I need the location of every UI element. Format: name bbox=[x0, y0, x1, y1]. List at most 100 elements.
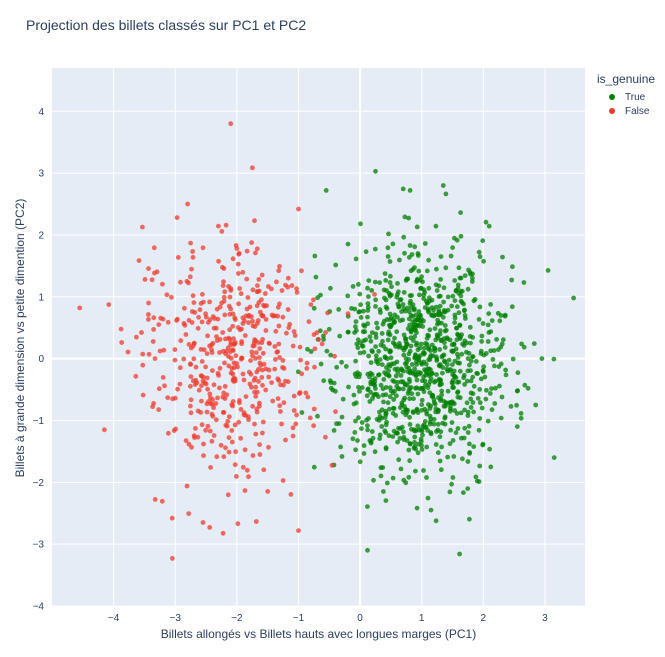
data-point-true bbox=[383, 498, 389, 503]
data-point-false bbox=[196, 387, 202, 393]
data-point-false bbox=[285, 275, 291, 281]
data-point-false bbox=[242, 333, 248, 338]
data-point-true bbox=[496, 347, 501, 352]
data-point-false bbox=[152, 356, 158, 361]
data-point-true bbox=[398, 466, 404, 472]
data-point-true bbox=[392, 335, 397, 341]
data-point-true bbox=[365, 427, 370, 433]
data-point-true bbox=[345, 329, 351, 335]
data-point-true bbox=[387, 259, 393, 264]
data-point-true bbox=[459, 351, 465, 357]
data-point-false bbox=[184, 483, 190, 489]
data-point-false bbox=[280, 365, 285, 370]
data-point-true bbox=[381, 287, 387, 293]
data-point-false bbox=[223, 222, 229, 228]
data-point-true bbox=[432, 401, 438, 407]
data-point-false bbox=[188, 240, 194, 246]
data-point-true bbox=[465, 286, 471, 292]
data-point-true bbox=[458, 233, 464, 239]
data-point-false bbox=[257, 355, 262, 360]
data-point-true bbox=[331, 428, 337, 433]
data-point-true bbox=[352, 430, 358, 435]
data-point-true bbox=[467, 441, 472, 447]
data-point-true bbox=[457, 395, 463, 401]
data-point-true bbox=[372, 449, 378, 455]
data-point-true bbox=[415, 251, 421, 256]
data-point-false bbox=[252, 375, 258, 381]
data-point-false bbox=[175, 255, 181, 260]
data-point-true bbox=[463, 316, 468, 321]
data-point-true bbox=[407, 414, 412, 420]
data-point-true bbox=[333, 262, 339, 268]
data-point-true bbox=[377, 436, 383, 441]
data-point-true bbox=[412, 334, 418, 339]
data-point-false bbox=[156, 322, 162, 327]
data-point-false bbox=[266, 374, 272, 380]
y-tick-label: −2 bbox=[33, 478, 45, 489]
data-point-false bbox=[296, 528, 301, 533]
data-point-false bbox=[233, 353, 239, 359]
data-point-true bbox=[415, 317, 420, 322]
data-point-true bbox=[457, 551, 462, 557]
data-point-false bbox=[299, 268, 304, 274]
data-point-false bbox=[272, 344, 278, 349]
data-point-true bbox=[313, 274, 319, 280]
data-point-false bbox=[207, 343, 213, 349]
data-point-false bbox=[294, 286, 299, 292]
data-point-true bbox=[350, 436, 356, 442]
data-point-true bbox=[465, 486, 471, 491]
data-point-false bbox=[220, 530, 226, 536]
data-point-true bbox=[338, 444, 343, 450]
data-point-false bbox=[227, 311, 233, 317]
y-tick-label: −1 bbox=[33, 416, 45, 427]
data-point-true bbox=[476, 317, 482, 322]
data-point-true bbox=[388, 355, 394, 361]
data-point-true bbox=[423, 382, 428, 388]
data-point-false bbox=[146, 351, 152, 357]
data-point-true bbox=[402, 214, 408, 220]
data-point-true bbox=[466, 267, 471, 273]
data-point-true bbox=[400, 186, 406, 192]
data-point-true bbox=[462, 382, 467, 387]
data-point-false bbox=[262, 303, 267, 309]
legend-item-true[interactable]: True bbox=[609, 90, 655, 104]
data-point-true bbox=[442, 345, 448, 350]
data-point-true bbox=[452, 278, 458, 283]
data-point-false bbox=[243, 394, 249, 399]
x-tick-label: −4 bbox=[108, 613, 120, 624]
data-point-true bbox=[368, 360, 374, 365]
data-point-true bbox=[387, 317, 393, 323]
data-point-false bbox=[225, 419, 231, 424]
data-point-true bbox=[427, 327, 433, 333]
data-point-false bbox=[284, 330, 289, 336]
data-point-false bbox=[252, 324, 258, 329]
data-point-false bbox=[221, 390, 227, 396]
data-point-true bbox=[357, 350, 363, 356]
data-point-true bbox=[434, 332, 440, 338]
data-point-true bbox=[509, 304, 515, 310]
data-point-true bbox=[447, 489, 453, 495]
data-point-true bbox=[433, 304, 439, 310]
data-point-false bbox=[256, 300, 262, 305]
x-tick-label: 1 bbox=[419, 613, 425, 624]
data-point-true bbox=[467, 450, 473, 455]
legend-item-false[interactable]: False bbox=[609, 104, 655, 118]
data-point-true bbox=[355, 438, 360, 443]
data-point-false bbox=[218, 442, 224, 448]
data-point-true bbox=[441, 309, 447, 315]
data-point-true bbox=[398, 373, 404, 378]
data-point-false bbox=[205, 333, 211, 339]
data-point-true bbox=[396, 303, 402, 309]
legend[interactable]: is_genuine True False bbox=[597, 72, 655, 118]
data-point-true bbox=[369, 348, 375, 353]
data-point-true bbox=[383, 297, 389, 303]
data-point-true bbox=[423, 361, 429, 367]
data-point-true bbox=[439, 381, 444, 387]
data-point-true bbox=[385, 337, 391, 343]
data-point-true bbox=[514, 402, 519, 408]
data-point-true bbox=[480, 442, 486, 448]
data-point-true bbox=[492, 363, 497, 369]
data-point-true bbox=[415, 423, 421, 429]
data-point-true bbox=[449, 303, 455, 309]
data-point-false bbox=[283, 437, 288, 443]
